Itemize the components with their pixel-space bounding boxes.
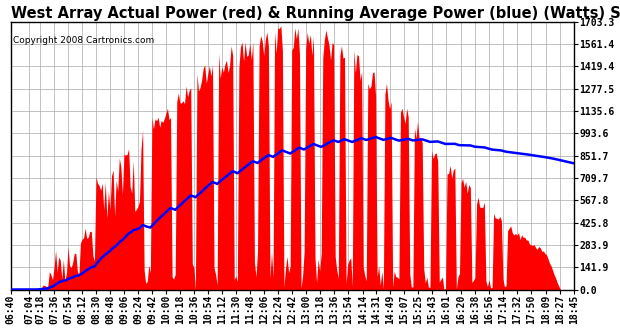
Text: Copyright 2008 Cartronics.com: Copyright 2008 Cartronics.com <box>13 36 154 46</box>
Text: West Array Actual Power (red) & Running Average Power (blue) (Watts) Sat Sep 20 : West Array Actual Power (red) & Running … <box>11 6 620 20</box>
